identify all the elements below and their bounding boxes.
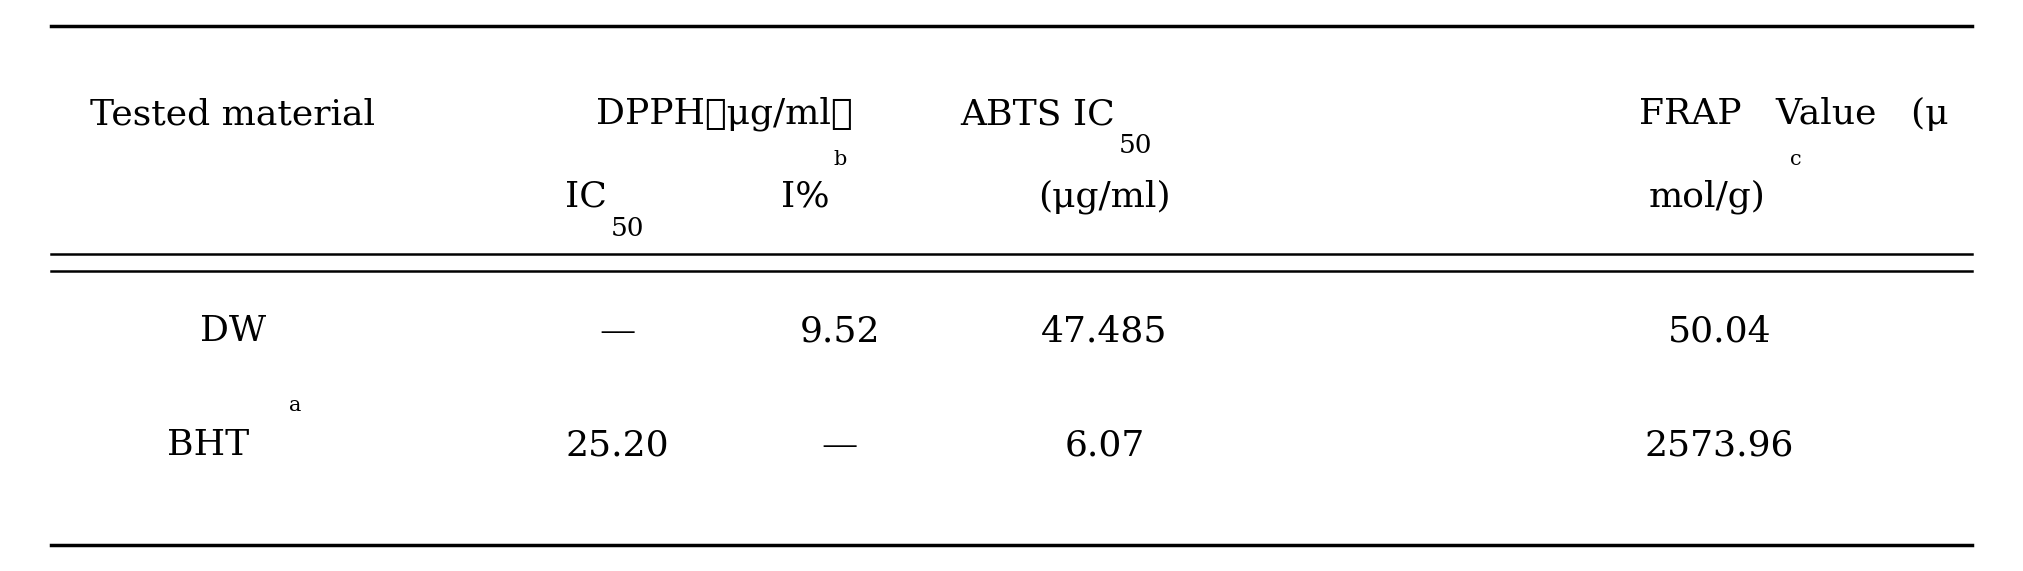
Text: 50: 50	[611, 216, 645, 241]
Text: DW: DW	[200, 314, 265, 348]
Text: —: —	[821, 428, 858, 463]
Text: BHT: BHT	[168, 428, 249, 463]
Text: 9.52: 9.52	[799, 314, 880, 348]
Text: I%: I%	[781, 180, 829, 214]
Text: 50.04: 50.04	[1667, 314, 1772, 348]
Text: a: a	[289, 396, 301, 415]
Text: 25.20: 25.20	[564, 428, 670, 463]
Text: (μg/ml): (μg/ml)	[1038, 180, 1171, 214]
Text: ABTS IC: ABTS IC	[961, 97, 1115, 131]
Text: IC: IC	[564, 180, 607, 214]
Text: mol/g): mol/g)	[1649, 180, 1766, 214]
Text: 2573.96: 2573.96	[1645, 428, 1794, 463]
Text: 47.485: 47.485	[1042, 314, 1167, 348]
Text: c: c	[1790, 150, 1802, 170]
Text: 6.07: 6.07	[1064, 428, 1145, 463]
Text: FRAP   Value   (μ: FRAP Value (μ	[1639, 97, 1948, 131]
Text: DPPH（μg/ml）: DPPH（μg/ml）	[597, 97, 852, 131]
Text: Tested material: Tested material	[91, 97, 374, 131]
Text: 50: 50	[1119, 133, 1153, 158]
Text: b: b	[833, 150, 848, 170]
Text: —: —	[599, 314, 635, 348]
